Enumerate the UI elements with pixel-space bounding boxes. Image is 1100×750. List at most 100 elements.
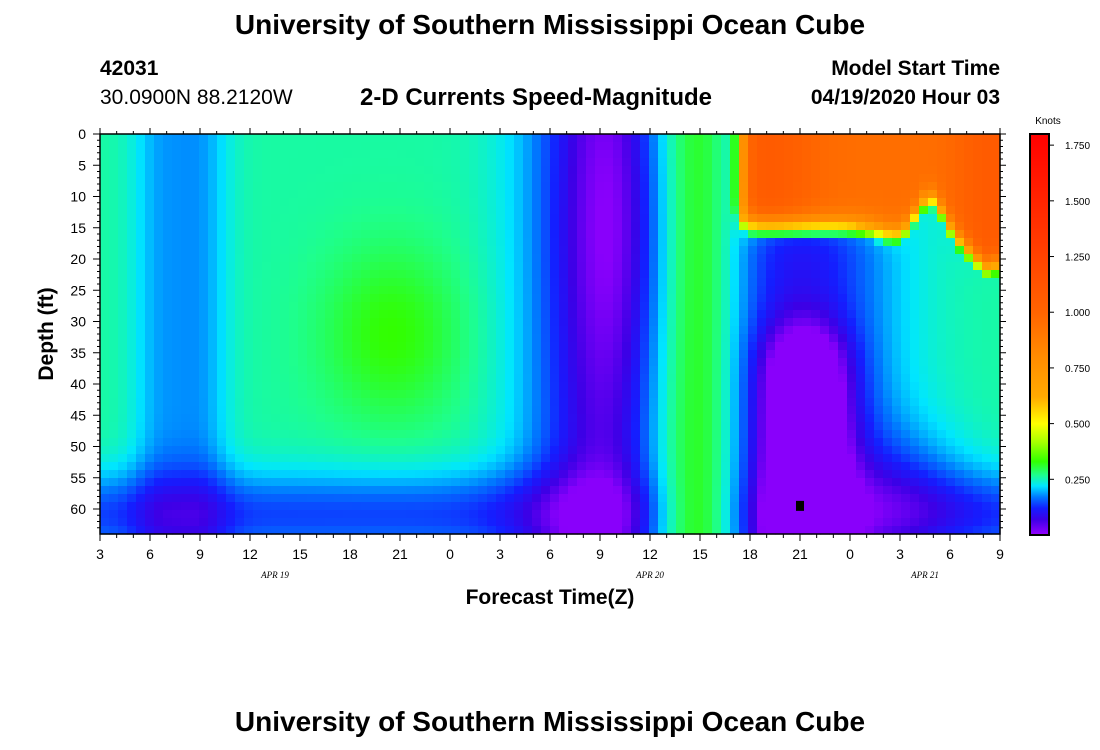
heatmap-cell: [325, 502, 335, 511]
heatmap-cell: [757, 518, 767, 527]
heatmap-cell: [883, 190, 893, 199]
heatmap-cell: [865, 198, 875, 207]
heatmap-cell: [721, 358, 731, 367]
heatmap-cell: [586, 454, 596, 463]
heatmap-cell: [541, 166, 551, 175]
heatmap-cell: [874, 350, 884, 359]
heatmap-cell: [406, 206, 416, 215]
heatmap-cell: [730, 246, 740, 255]
heatmap-cell: [919, 302, 929, 311]
heatmap-cell: [199, 222, 209, 231]
heatmap-cell: [730, 238, 740, 247]
heatmap-cell: [613, 230, 623, 239]
heatmap-cell: [487, 430, 497, 439]
heatmap-cell: [415, 462, 425, 471]
heatmap-cell: [406, 230, 416, 239]
heatmap-cell: [307, 174, 317, 183]
heatmap-cell: [973, 390, 983, 399]
heatmap-cell: [658, 494, 668, 503]
heatmap-cell: [298, 406, 308, 415]
heatmap-cell: [802, 198, 812, 207]
heatmap-cell: [766, 326, 776, 335]
heatmap-cell: [514, 158, 524, 167]
heatmap-cell: [190, 238, 200, 247]
heatmap-cell: [136, 254, 146, 263]
heatmap-cell: [397, 334, 407, 343]
heatmap-cell: [712, 318, 722, 327]
heatmap-cell: [730, 206, 740, 215]
heatmap-cell: [982, 374, 992, 383]
heatmap-cell: [964, 526, 974, 535]
heatmap-cell: [118, 478, 128, 487]
heatmap-cell: [568, 502, 578, 511]
heatmap-cell: [757, 262, 767, 271]
heatmap-cell: [712, 270, 722, 279]
heatmap-cell: [865, 366, 875, 375]
heatmap-cell: [460, 254, 470, 263]
heatmap-cell: [901, 326, 911, 335]
heatmap-cell: [199, 174, 209, 183]
heatmap-cell: [505, 262, 515, 271]
heatmap-cell: [262, 478, 272, 487]
heatmap-cell: [172, 302, 182, 311]
heatmap-cell: [361, 406, 371, 415]
heatmap-cell: [478, 318, 488, 327]
heatmap-cell: [154, 278, 164, 287]
heatmap-cell: [181, 318, 191, 327]
heatmap-cell: [883, 318, 893, 327]
heatmap-cell: [919, 486, 929, 495]
heatmap-cell: [937, 350, 947, 359]
heatmap-cell: [811, 486, 821, 495]
heatmap-cell: [973, 150, 983, 159]
heatmap-cell: [217, 310, 227, 319]
heatmap-cell: [766, 286, 776, 295]
heatmap-cell: [523, 206, 533, 215]
heatmap-cell: [658, 206, 668, 215]
heatmap-cell: [352, 198, 362, 207]
heatmap-cell: [487, 502, 497, 511]
heatmap-cell: [685, 134, 695, 143]
heatmap-cell: [262, 182, 272, 191]
heatmap-cell: [550, 358, 560, 367]
heatmap-cell: [100, 166, 110, 175]
heatmap-cell: [181, 422, 191, 431]
heatmap-cell: [307, 198, 317, 207]
heatmap-cell: [550, 182, 560, 191]
heatmap-cell: [685, 142, 695, 151]
heatmap-cell: [496, 286, 506, 295]
heatmap-cell: [217, 382, 227, 391]
heatmap-cell: [586, 246, 596, 255]
heatmap-cell: [865, 150, 875, 159]
heatmap-cell: [595, 182, 605, 191]
heatmap-cell: [415, 526, 425, 535]
heatmap-cell: [748, 526, 758, 535]
heatmap-cell: [118, 366, 128, 375]
heatmap-cell: [289, 174, 299, 183]
heatmap-cell: [811, 462, 821, 471]
heatmap-cell: [946, 182, 956, 191]
heatmap-cell: [712, 430, 722, 439]
heatmap-cell: [739, 526, 749, 535]
heatmap-cell: [424, 518, 434, 527]
heatmap-cell: [802, 454, 812, 463]
heatmap-cell: [838, 334, 848, 343]
heatmap-cell: [100, 454, 110, 463]
heatmap-cell: [235, 486, 245, 495]
heatmap-cell: [757, 526, 767, 535]
heatmap-cell: [901, 438, 911, 447]
heatmap-cell: [190, 222, 200, 231]
heatmap-cell: [667, 182, 677, 191]
heatmap-cell: [460, 518, 470, 527]
heatmap-cell: [352, 246, 362, 255]
heatmap-cell: [577, 310, 587, 319]
heatmap-cell: [307, 406, 317, 415]
heatmap-cell: [964, 134, 974, 143]
heatmap-cell: [280, 398, 290, 407]
heatmap-cell: [712, 294, 722, 303]
heatmap-cell: [271, 198, 281, 207]
heatmap-cell: [604, 318, 614, 327]
heatmap-cell: [982, 502, 992, 511]
heatmap-cell: [406, 134, 416, 143]
heatmap-cell: [973, 358, 983, 367]
heatmap-cell: [460, 526, 470, 535]
